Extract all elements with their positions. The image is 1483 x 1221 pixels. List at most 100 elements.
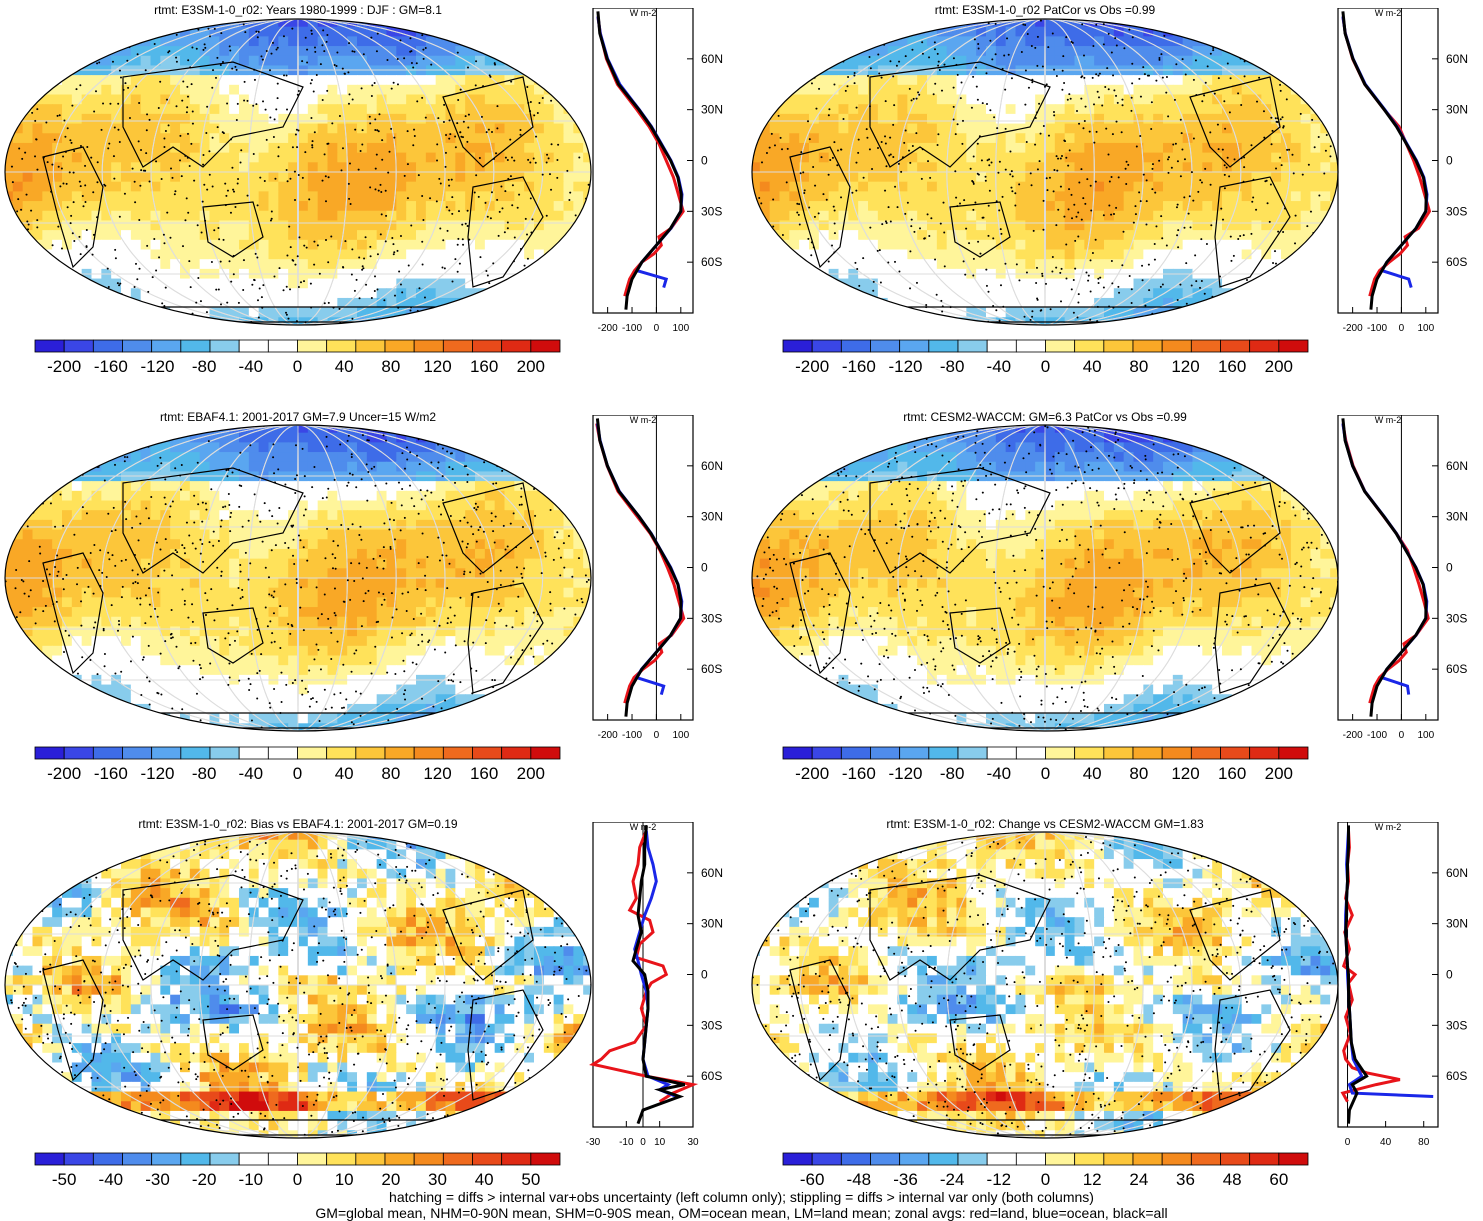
colorbar-segment [34,339,65,353]
zonal-series-all [595,418,683,717]
colorbar-segment [1015,746,1046,760]
colorbar: -50 -40 -30 -20 -10 0 10 20 30 40 50 [34,1152,561,1189]
colorbar-segment [151,746,182,760]
colorbar-segment [180,339,211,353]
colorbar-segment [1132,1152,1163,1166]
colorbar-tick-label: 40 [335,764,354,783]
zonal-x-tick-label: 100 [1417,730,1434,741]
colorbar-tick-label: -36 [893,1170,918,1189]
colorbar-segment [1278,339,1309,353]
zonal-y-tick-label: 30S [701,204,722,218]
map-title: rtmt: EBAF4.1: 2001-2017 GM=7.9 Uncer=15… [159,410,437,424]
zonal-y-tick-label: 0 [701,561,708,575]
zonal-mean-plot: W m-2 -200 -100 0 100 60N 30N 0 30S 60S [1337,415,1468,741]
zonal-x-tick-label: -200 [598,730,618,741]
colorbar-segment [267,746,298,760]
zonal-x-tick-label: 100 [1417,323,1434,334]
colorbar-segment [267,1152,298,1166]
colorbar-segment [355,1152,386,1166]
colorbar-segment [34,746,65,760]
colorbar-segment [782,339,813,353]
colorbar-segment [297,746,328,760]
colorbar-segment [1074,1152,1105,1166]
zonal-y-tick-label: 30N [1446,103,1468,117]
colorbar-segment [238,746,269,760]
zonal-x-tick-label: -200 [1343,323,1363,334]
colorbar-segment [442,339,473,353]
colorbar-segment [326,1152,357,1166]
colorbar-tick-label: 40 [1083,357,1102,376]
robinson-map [751,18,1339,326]
colorbar: -200 -160 -120 -80 -40 0 40 80 120 160 200 [34,746,561,783]
colorbar-segment [1220,746,1251,760]
colorbar-segment [986,1152,1017,1166]
colorbar-tick-label: 160 [470,764,498,783]
zonal-y-tick-label: 60S [1446,1069,1467,1083]
colorbar-tick-label: 160 [1218,357,1246,376]
colorbar-tick-label: -40 [239,764,264,783]
colorbar: -200 -160 -120 -80 -40 0 40 80 120 160 200 [34,339,561,376]
zonal-y-tick-label: 60S [701,662,722,676]
zonal-unit-label: W m-2 [1375,822,1402,832]
zonal-y-tick-label: 0 [701,154,708,168]
zonal-series-ocean [596,16,684,289]
colorbar-tick-label: 50 [521,1170,540,1189]
colorbar-segment [1132,746,1163,760]
colorbar-segment [1249,1152,1280,1166]
zonal-x-tick-label: 30 [687,1137,699,1148]
colorbar-segment [1132,339,1163,353]
zonal-y-tick-label: 30S [1446,1018,1467,1032]
zonal-x-tick-label: 10 [654,1137,666,1148]
colorbar-segment [957,746,988,760]
zonal-x-tick-label: 0 [1345,1137,1351,1148]
colorbar-segment [122,339,153,353]
colorbar-segment [1015,1152,1046,1166]
zonal-x-tick-label: -10 [619,1137,634,1148]
colorbar-tick-label: -160 [94,764,128,783]
colorbar-tick-label: 0 [1041,1170,1050,1189]
colorbar-tick-label: 160 [470,357,498,376]
colorbar-segment [1161,339,1192,353]
zonal-unit-label: W m-2 [1375,415,1402,425]
colorbar-segment [122,1152,153,1166]
colorbar-segment [928,1152,959,1166]
zonal-x-tick-label: -200 [598,323,618,334]
colorbar-segment [1220,339,1251,353]
colorbar-tick-label: 160 [1218,764,1246,783]
colorbar-segment [151,1152,182,1166]
colorbar-tick-label: -160 [842,357,876,376]
zonal-series-all [596,11,683,310]
colorbar-segment [1278,746,1309,760]
zonal-y-tick-label: 30S [701,1018,722,1032]
colorbar-segment [326,746,357,760]
colorbar-segment [870,339,901,353]
colorbar-tick-label: 0 [293,1170,302,1189]
colorbar-tick-label: -24 [940,1170,965,1189]
zonal-series-all [1341,418,1428,717]
colorbar-tick-label: -12 [987,1170,1012,1189]
zonal-series-land [595,423,686,704]
colorbar-segment [1278,1152,1309,1166]
colorbar-segment [811,339,842,353]
colorbar-tick-label: 10 [335,1170,354,1189]
colorbar-tick-label: 80 [1129,357,1148,376]
zonal-x-tick-label: 0 [654,730,660,741]
colorbar-segment [1161,1152,1192,1166]
zonal-mean-plot: W m-2 0 40 80 60N 30N 0 30S 60S [1337,822,1468,1148]
footer-note-hatching: hatching = diffs > internal var+obs unce… [389,1189,1094,1205]
zonal-mean-plot: W m-2 -200 -100 0 100 60N 30N 0 30S 60S [592,8,723,334]
zonal-series-land [596,16,685,297]
colorbar-tick-label: -20 [192,1170,217,1189]
colorbar-tick-label: -120 [888,764,922,783]
zonal-y-tick-label: 60N [1446,866,1468,880]
zonal-series-ocean [595,423,684,696]
zonal-y-tick-label: 0 [1446,561,1453,575]
colorbar-tick-label: 120 [1171,764,1199,783]
colorbar-tick-label: -80 [940,357,965,376]
zonal-y-tick-label: 60S [701,255,722,269]
colorbar-segment [986,339,1017,353]
colorbar-tick-label: -80 [192,764,217,783]
colorbar-segment [1190,1152,1221,1166]
colorbar-tick-label: 30 [428,1170,447,1189]
colorbar-segment [840,746,871,760]
